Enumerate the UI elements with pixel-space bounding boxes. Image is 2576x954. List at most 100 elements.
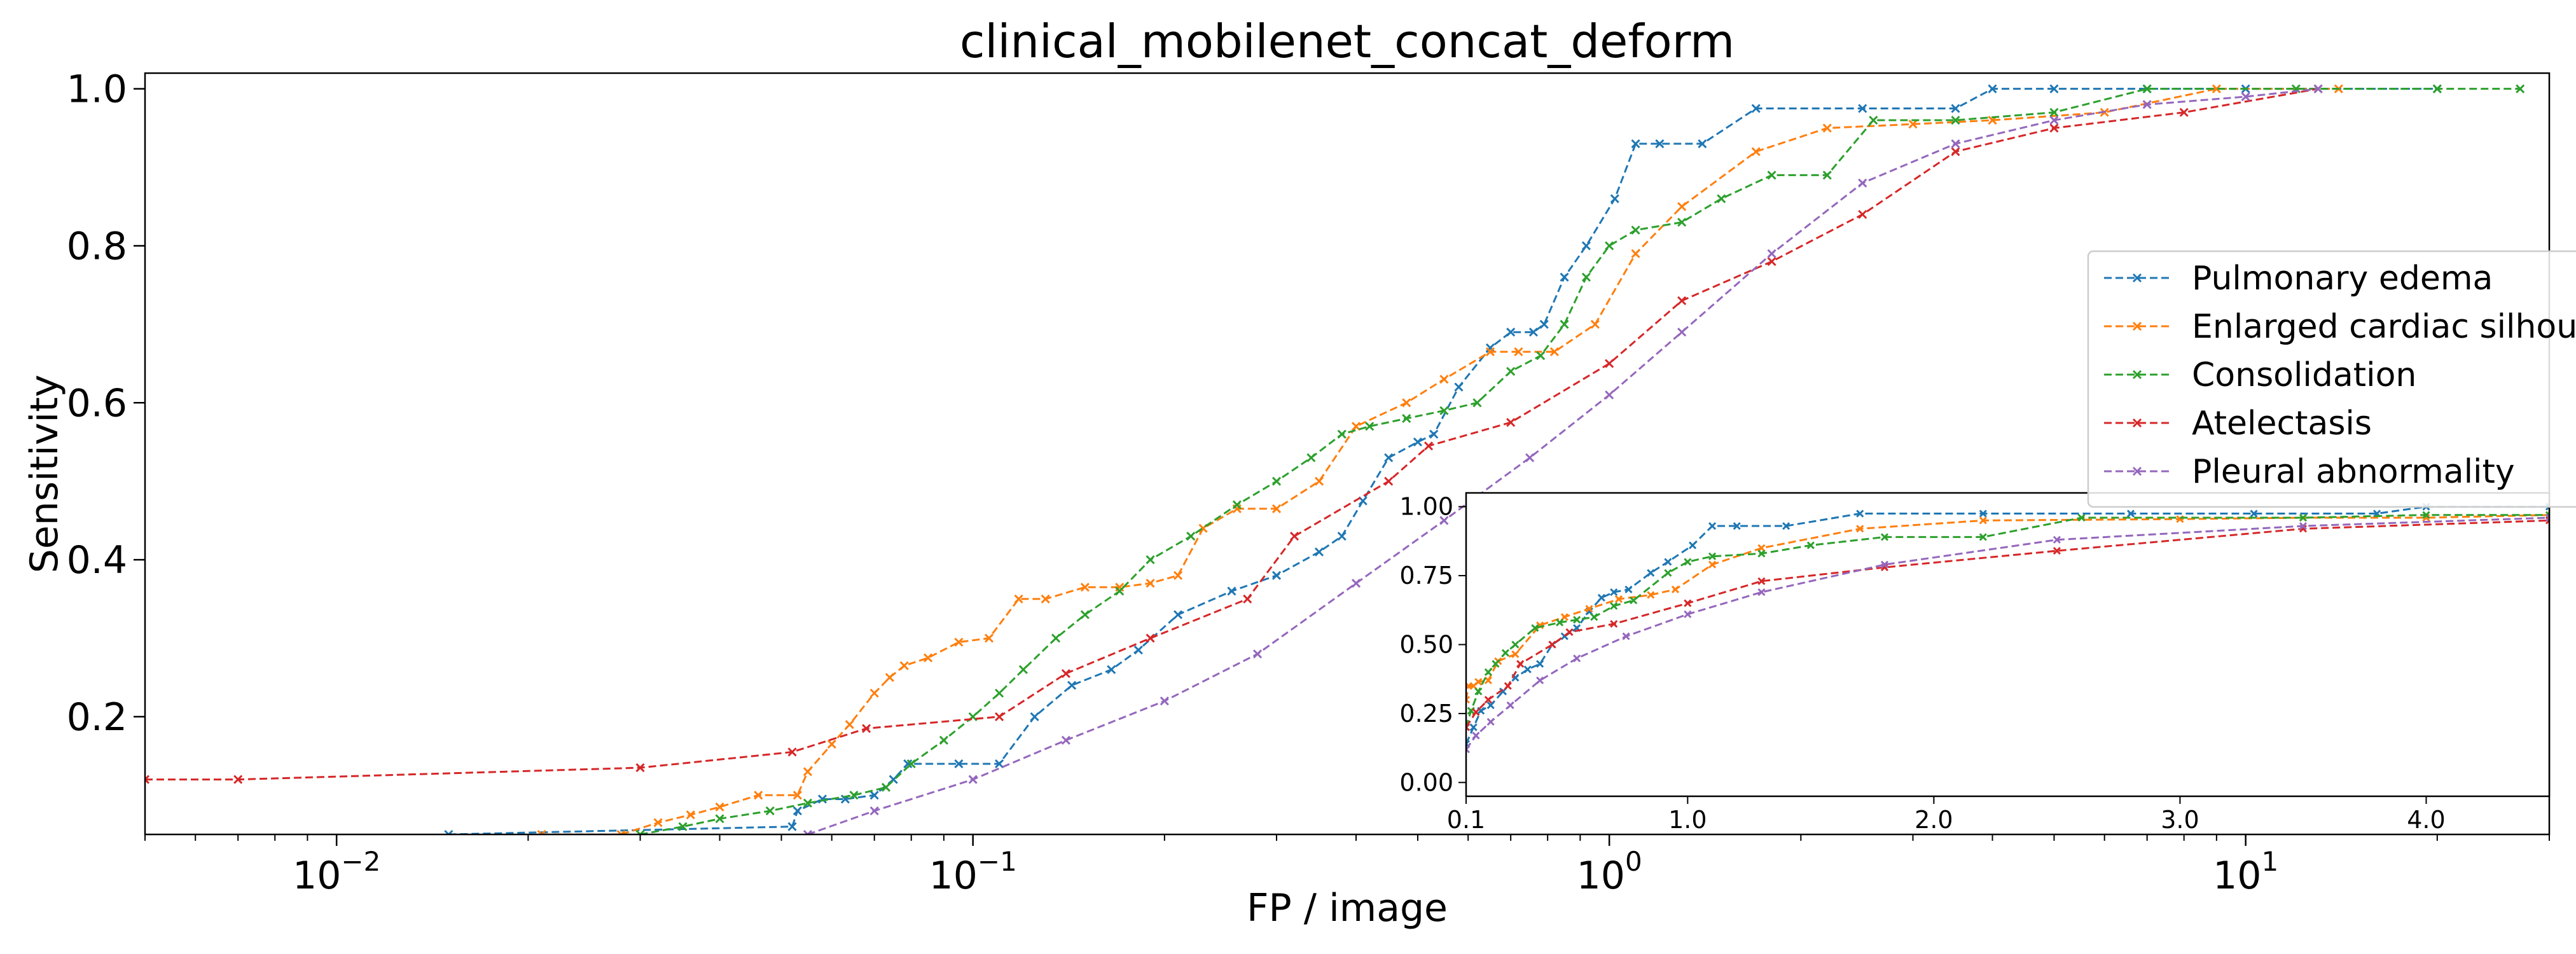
series-2-point-5 [849, 791, 859, 800]
series-4-point-2 [968, 775, 978, 784]
inset-series-2-point-11 [1610, 602, 1618, 610]
inset-series-2-point-2 [1474, 688, 1483, 696]
series-1-point-31 [1549, 347, 1559, 357]
series-line-2 [640, 88, 2521, 834]
y-tick-label-2: 0.6 [67, 381, 127, 425]
series-0-point-10 [1030, 712, 1039, 721]
series-2-point-35 [1869, 115, 1878, 125]
inset-series-0-point-24 [2250, 509, 2258, 518]
inset-series-2-point-9 [1573, 616, 1581, 624]
series-0-point-37 [1988, 84, 1997, 93]
series-1-point-6 [793, 791, 802, 800]
series-4-point-7 [1439, 516, 1449, 525]
inset-series-3-point-2 [1484, 696, 1492, 704]
series-3-point-14 [1677, 296, 1687, 305]
series-1-point-18 [1080, 583, 1090, 592]
series-2-point-4 [803, 798, 812, 808]
series-1-point-10 [869, 688, 879, 698]
series-0-point-7 [903, 759, 913, 769]
series-1-point-36 [1822, 123, 1832, 133]
series-3-point-5 [995, 712, 1004, 721]
inset-series-0-point-12 [1597, 593, 1605, 602]
series-0-point-38 [2049, 84, 2059, 93]
series-0-point-26 [1528, 328, 1538, 337]
series-2-point-12 [1051, 633, 1061, 643]
series-4-point-10 [1677, 328, 1687, 337]
series-0-point-8 [954, 759, 964, 769]
series-3-point-2 [635, 763, 645, 773]
series-2-point-21 [1365, 422, 1375, 431]
series-0-point-12 [1107, 665, 1116, 674]
y-tick-label-1: 0.4 [67, 538, 127, 583]
series-4-point-11 [1767, 249, 1776, 258]
series-2-point-19 [1306, 453, 1316, 462]
inset-series-0-point-18 [1708, 522, 1717, 530]
inset-series-2-point-20 [2077, 513, 2086, 522]
inset-x-tick-label-4: 4.0 [2407, 806, 2445, 834]
series-3-point-6 [1061, 668, 1070, 679]
inset-series-1-point-16 [1979, 516, 1987, 525]
series-0-point-30 [1610, 194, 1619, 204]
inset-series-2-point-8 [1556, 618, 1564, 626]
inset-series-2-point-5 [1501, 649, 1509, 657]
series-2-point-24 [1472, 398, 1482, 408]
series-1-point-15 [984, 633, 994, 643]
series-4-point-17 [2313, 84, 2323, 93]
series-2-point-10 [995, 688, 1004, 698]
series-2-point-3 [765, 806, 775, 816]
series-2-point-22 [1402, 413, 1411, 424]
series-2-point-26 [1536, 351, 1546, 361]
series-0-point-3 [817, 794, 828, 804]
inset-series-0-point-20 [1782, 522, 1790, 530]
inset-series-3-point-4 [1516, 660, 1525, 668]
series-0-point-20 [1384, 453, 1394, 462]
inset-series-1-point-9 [1585, 605, 1593, 613]
series-4-point-8 [1525, 453, 1535, 462]
legend-box [2087, 250, 2576, 508]
series-3-point-1 [233, 775, 243, 784]
inset-series-1-point-11 [1647, 591, 1655, 599]
inset-plot: 0.1 1.0 2.0 3.0 4.0 0.00 0.25 0.50 0.75 1.00 [1399, 492, 2551, 834]
inset-series-3-point-3 [1504, 682, 1512, 690]
series-1-point-35 [1751, 147, 1761, 156]
x-tick-label-0: 10−2 [293, 846, 380, 898]
series-4-point-3 [1061, 735, 1070, 745]
inset-series-4-point-3 [1506, 701, 1514, 709]
inset-series-1-point-15 [1856, 525, 1864, 533]
series-2-point-13 [1080, 610, 1090, 619]
series-0-point-1 [787, 822, 797, 831]
inset-series-3-point-1 [1472, 708, 1480, 716]
series-0-point-11 [1067, 681, 1077, 690]
inset-series-4-point-9 [1880, 560, 1889, 569]
series-0-point-27 [1539, 319, 1549, 329]
series-2-point-17 [1232, 500, 1242, 509]
inset-series-3-point-7 [1610, 619, 1618, 628]
series-1-point-2 [653, 818, 663, 827]
inset-x-tick-label-2: 2.0 [1915, 806, 1953, 834]
series-3-point-17 [1951, 147, 1960, 156]
series-3-point-8 [1243, 594, 1252, 604]
series-1-point-11 [885, 673, 894, 682]
legend-marker-3 [2132, 418, 2142, 428]
series-1-point-3 [686, 810, 695, 820]
series-2-point-32 [1717, 194, 1726, 204]
series-0-point-0 [444, 829, 454, 834]
inset-series-2-point-22 [2422, 511, 2430, 519]
inset-series-0-point-16 [1664, 558, 1672, 566]
y-tick-label-0: 0.2 [67, 695, 127, 740]
series-2-point-37 [2049, 107, 2059, 117]
series-3-point-19 [2179, 107, 2189, 117]
series-3-point-15 [1767, 257, 1776, 266]
inset-series-0-point-17 [1689, 541, 1697, 550]
inset-series-3-point-0 [1466, 723, 1471, 731]
inset-series-0-point-15 [1647, 569, 1655, 577]
series-0-point-13 [1133, 645, 1143, 655]
series-1-point-13 [923, 653, 933, 663]
inset-series-3-point-6 [1565, 628, 1574, 637]
series-3-point-12 [1506, 418, 1516, 427]
series-0-point-18 [1337, 532, 1347, 541]
series-2-point-36 [1951, 115, 1960, 125]
series-0-point-9 [995, 759, 1004, 769]
series-2-point-33 [1767, 170, 1776, 180]
series-3-point-3 [787, 747, 797, 757]
